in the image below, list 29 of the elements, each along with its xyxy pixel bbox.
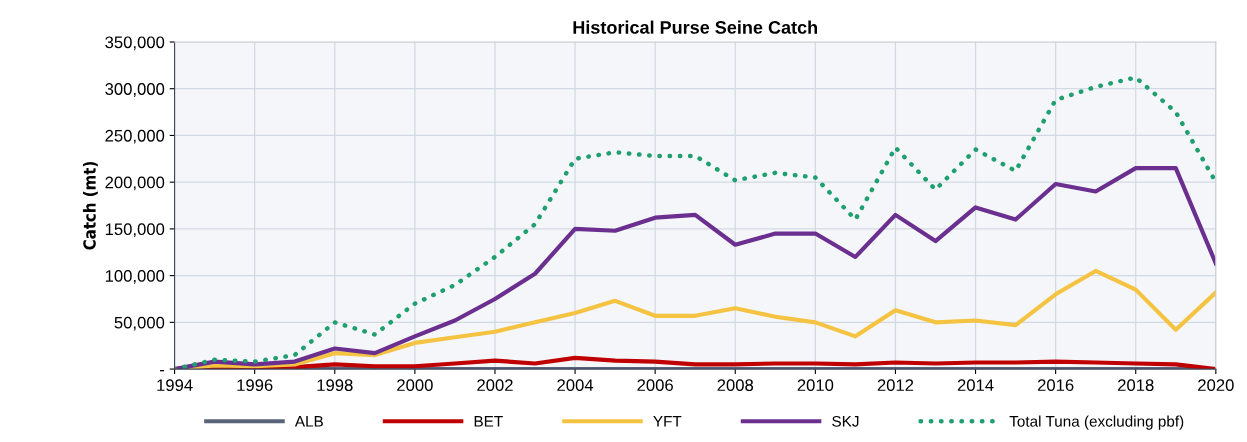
x-tick-label: 2000 xyxy=(397,379,433,392)
x-tick-label: 1998 xyxy=(317,379,353,392)
x-tick-label: 2006 xyxy=(637,379,673,392)
x-tick-label: 2018 xyxy=(1118,379,1154,392)
y-tick-label: 150,000 xyxy=(105,223,165,238)
x-tick-label: 1996 xyxy=(237,379,273,392)
x-tick-label: 1994 xyxy=(157,379,193,392)
x-tick-label: 2004 xyxy=(557,379,594,392)
legend-label: BET xyxy=(474,416,503,427)
y-tick-label: 200,000 xyxy=(105,176,165,191)
legend-label: YFT xyxy=(653,416,682,427)
x-tick-label: 2020 xyxy=(1198,379,1234,392)
x-tick-label: 2016 xyxy=(1037,379,1074,392)
x-tick-label: 2014 xyxy=(957,379,994,392)
y-tick-label: 50,000 xyxy=(114,316,165,331)
y-tick-label: 350,000 xyxy=(105,36,165,51)
y-axis-title: Catch (mt) xyxy=(82,162,98,250)
x-tick-label: 2010 xyxy=(797,379,834,392)
y-tick-label: 300,000 xyxy=(105,83,165,97)
y-tick-label: 250,000 xyxy=(105,129,165,144)
chart-title: Historical Purse Seine Catch xyxy=(573,20,818,34)
legend-label: ALB xyxy=(294,416,323,427)
x-tick-label: 2012 xyxy=(877,379,914,392)
x-tick-label: 2008 xyxy=(717,379,754,392)
legend-label: Total Tuna (excluding pbf) xyxy=(1009,415,1184,430)
y-tick-label: - xyxy=(160,370,165,372)
x-tick-label: 2002 xyxy=(477,379,513,392)
legend-label: SKJ xyxy=(832,415,859,427)
y-tick-label: 100,000 xyxy=(105,270,165,284)
